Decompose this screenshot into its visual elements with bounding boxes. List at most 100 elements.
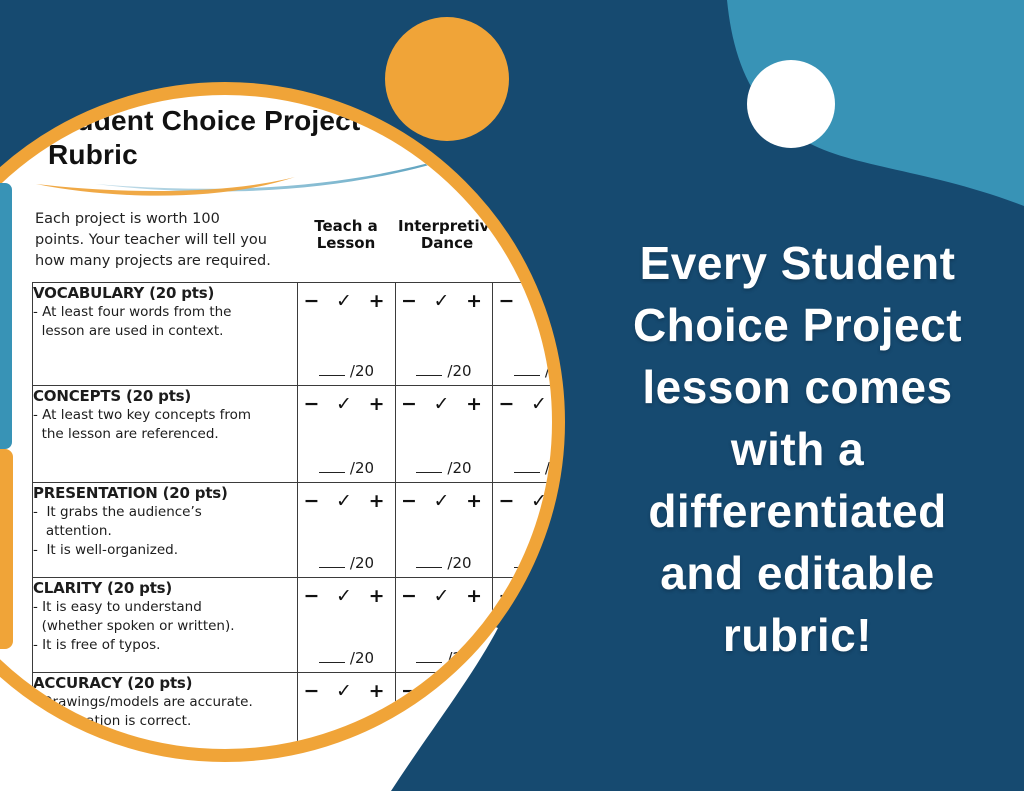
criterion-line: the lesson are referenced.	[33, 426, 219, 442]
headline-line: rubric!	[722, 609, 873, 661]
score-denominator: /20	[447, 649, 472, 667]
criterion-cell: CONCEPTS (20 pts) - At least two key con…	[32, 385, 298, 483]
headline-line: with a	[730, 423, 865, 475]
score-marks: − ✓ +	[303, 290, 390, 312]
score-cell: − ✓ + /20	[395, 482, 493, 578]
headline: Every Student Choice Project lesson come…	[575, 232, 1020, 666]
score-blank	[318, 458, 345, 473]
title-swoosh	[36, 117, 552, 196]
score-line: /20	[396, 361, 492, 380]
headline-line: differentiated	[648, 485, 947, 537]
score-line: /20	[298, 458, 395, 477]
document-title-line2: Rubric	[48, 139, 138, 170]
score-blank	[318, 648, 345, 663]
score-cell: − ✓ + /20	[395, 282, 493, 386]
score-cell: − ✓ + /20	[492, 577, 560, 673]
rubric-table: VOCABULARY (20 pts) - At least four word…	[32, 282, 560, 749]
table-row: VOCABULARY (20 pts) - At least four word…	[32, 282, 552, 386]
score-marks: − ✓ +	[401, 680, 487, 702]
column-header-line: Lesson	[316, 234, 376, 252]
score-line: /20	[396, 458, 492, 477]
score-line: /20	[298, 361, 395, 380]
criterion-line: lesson are used in context.	[33, 323, 224, 339]
score-line: /20	[298, 648, 395, 667]
column-header-teach-a-lesson: Teach a Lesson	[298, 218, 394, 252]
score-marks: − ✓ +	[401, 490, 487, 512]
score-denominator: /20	[544, 649, 560, 667]
score-cell: − ✓ + /20	[492, 482, 552, 578]
score-marks: − ✓ +	[498, 393, 553, 415]
score-line: /20	[493, 361, 552, 380]
orange-edge-sliver	[0, 449, 13, 649]
score-marks: − ✓ +	[401, 585, 487, 607]
headline-line: lesson comes	[642, 361, 953, 413]
criterion-cell: VOCABULARY (20 pts) - At least four word…	[32, 282, 298, 386]
rubric-preview-circle: Student Choice Project Rubric Each proje…	[0, 82, 565, 762]
white-dot	[747, 60, 835, 148]
score-blank	[416, 553, 443, 568]
criterion-line: - At least four words from the	[33, 304, 232, 320]
criterion-line: - It is free of typos.	[33, 637, 161, 653]
document-title-line1: Student Choice Project	[48, 105, 361, 136]
score-blank	[318, 553, 345, 568]
score-denominator: /20	[349, 554, 375, 572]
criterion-line: - It grabs the audience’s	[33, 504, 202, 520]
score-cell: − ✓ + /20	[297, 577, 396, 673]
score-line: /20	[298, 553, 395, 572]
column-header-line: Interpretive	[398, 217, 500, 235]
score-cell: − ✓ + /20	[395, 672, 493, 749]
criterion-cell: CLARITY (20 pts) - It is easy to underst…	[32, 577, 298, 673]
score-blank	[513, 458, 540, 473]
headline-line: and editable	[660, 547, 935, 599]
score-cell: − ✓ + /20	[492, 385, 560, 483]
headline-line: Every Student	[639, 237, 956, 289]
score-line: /20	[396, 648, 492, 667]
score-denominator: /20	[447, 362, 472, 380]
criterion-cell: PRESENTATION (20 pts) - It grabs the aud…	[32, 482, 298, 578]
score-cell: − ✓ + /20	[492, 282, 552, 386]
teal-corner-blob	[727, 0, 1024, 206]
orange-dot	[385, 17, 509, 141]
table-row: PRESENTATION (20 pts) - It grabs the aud…	[32, 482, 552, 578]
score-denominator: /20	[349, 459, 375, 477]
intro-line: Each project is worth 100	[35, 211, 220, 227]
criterion-line: attention.	[33, 523, 112, 539]
headline-line: Choice Project	[632, 299, 963, 351]
document-title: Student Choice Project Rubric	[48, 104, 360, 172]
score-denominator: /20	[447, 459, 472, 477]
score-denominator: /20	[349, 649, 375, 667]
criterion-title: PRESENTATION (20 pts)	[33, 484, 228, 502]
table-row: CONCEPTS (20 pts) - At least two key con…	[32, 385, 560, 483]
criterion-line: (whether spoken or written).	[33, 618, 235, 634]
intro-line: how many projects are required.	[35, 253, 271, 269]
criterion-line: - Information is correct.	[33, 713, 192, 729]
score-blank	[513, 648, 540, 663]
orange-swoosh	[36, 177, 295, 196]
score-line: /20	[493, 458, 560, 477]
teal-edge-sliver	[0, 183, 12, 449]
score-marks: − ✓ +	[498, 680, 553, 702]
score-cell: − ✓ + /20	[492, 672, 553, 749]
score-line: /20	[493, 553, 552, 572]
score-blank	[513, 361, 540, 376]
score-cell: − ✓ + /20	[297, 482, 396, 578]
criterion-title: CONCEPTS (20 pts)	[33, 387, 192, 405]
document-intro: Each project is worth 100 points. Your t…	[35, 209, 271, 272]
score-denominator: /20	[447, 554, 472, 572]
column-header-line: Teach a	[314, 217, 378, 235]
score-blank	[318, 361, 345, 376]
score-denominator: /20	[544, 459, 560, 477]
score-marks: − ✓ +	[303, 393, 390, 415]
score-marks: − ✓ +	[303, 680, 390, 702]
criterion-title: ACCURACY (20 pts)	[33, 674, 193, 692]
table-row: ACCURACY (20 pts) - Drawings/models are …	[32, 672, 553, 749]
score-cell: − ✓ + /20	[395, 385, 493, 483]
score-marks: − ✓ +	[401, 290, 487, 312]
criterion-line: - At least two key concepts from	[33, 407, 252, 423]
criterion-line: - Drawings/models are accurate.	[33, 694, 253, 710]
criterion-title: VOCABULARY (20 pts)	[33, 284, 215, 302]
criterion-line: - It is easy to understand	[33, 599, 202, 615]
blue-swoosh	[95, 117, 552, 192]
score-blank	[416, 361, 443, 376]
